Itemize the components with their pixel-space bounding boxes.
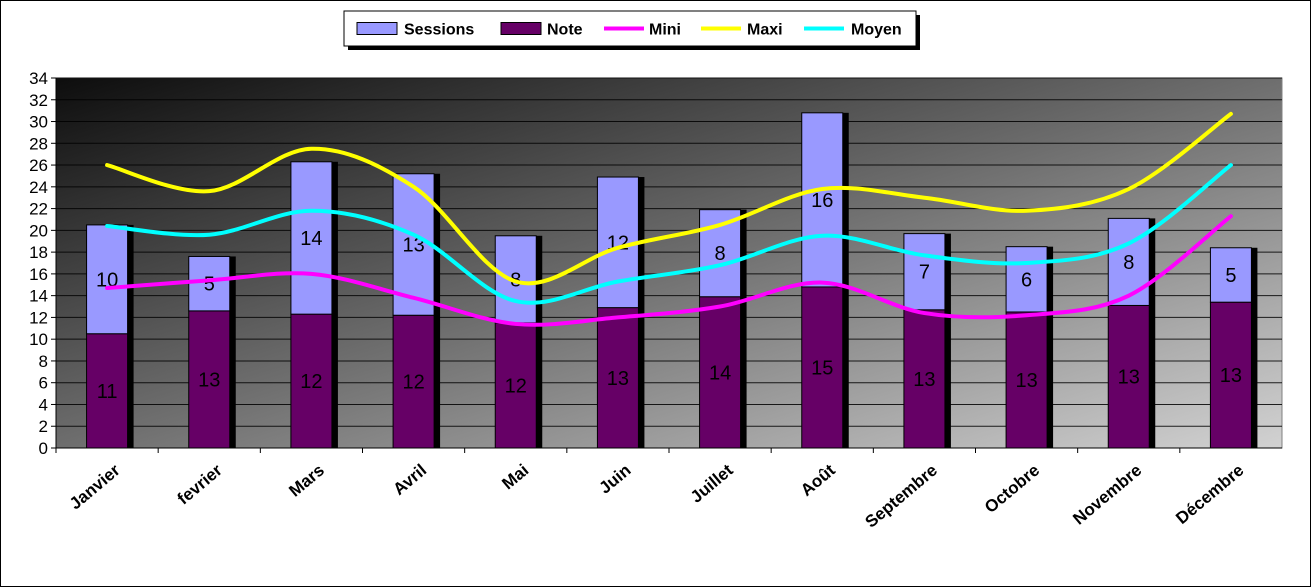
data-label-note: 13 bbox=[607, 368, 629, 390]
data-label-sessions: 5 bbox=[1225, 265, 1236, 287]
bar-note bbox=[699, 296, 742, 449]
data-label-sessions: 16 bbox=[811, 190, 833, 212]
bar-sessions bbox=[1107, 217, 1150, 306]
legend-label: Mini bbox=[649, 22, 681, 39]
y-tick-label: 18 bbox=[29, 243, 48, 262]
y-tick-label: 26 bbox=[29, 156, 48, 175]
data-label-sessions: 8 bbox=[715, 243, 726, 265]
data-label-note: 12 bbox=[402, 372, 424, 394]
x-tick-label: Avril bbox=[389, 461, 430, 499]
y-tick-label: 32 bbox=[29, 91, 48, 110]
y-tick-label: 24 bbox=[29, 178, 48, 197]
legend-label: Note bbox=[547, 22, 583, 39]
y-tick-label: 30 bbox=[29, 113, 48, 132]
data-label-note: 15 bbox=[811, 357, 833, 379]
bar-note bbox=[290, 313, 333, 449]
data-label-sessions: 7 bbox=[919, 262, 930, 284]
data-label-note: 13 bbox=[1220, 365, 1242, 387]
x-tick-label: Octobre bbox=[981, 461, 1043, 517]
y-tick-label: 12 bbox=[29, 308, 48, 327]
legend-label: Maxi bbox=[747, 22, 783, 39]
x-tick-label: Juillet bbox=[687, 460, 737, 506]
bar-note bbox=[494, 322, 537, 449]
bar-sessions bbox=[801, 112, 844, 288]
y-tick-label: 34 bbox=[29, 69, 48, 88]
data-label-note: 13 bbox=[1015, 370, 1037, 392]
data-label-note: 14 bbox=[709, 362, 731, 384]
x-tick-label: fevrier bbox=[174, 460, 226, 508]
data-label-note: 12 bbox=[300, 371, 322, 393]
y-tick-label: 8 bbox=[39, 352, 48, 371]
bar-note bbox=[392, 314, 435, 449]
bar-sessions bbox=[903, 233, 946, 311]
y-tick-label: 28 bbox=[29, 134, 48, 153]
x-tick-label: Septembre bbox=[861, 461, 941, 532]
line-moyen bbox=[105, 163, 1233, 305]
data-label-note: 11 bbox=[97, 381, 118, 403]
data-label-note: 12 bbox=[505, 375, 527, 397]
y-tick-label: 10 bbox=[29, 330, 48, 349]
data-label-note: 13 bbox=[913, 369, 935, 391]
y-tick-label: 6 bbox=[39, 374, 48, 393]
data-label-sessions: 6 bbox=[1021, 269, 1032, 291]
data-label-sessions: 14 bbox=[300, 228, 322, 250]
data-label-sessions: 5 bbox=[204, 274, 215, 296]
y-tick-label: 0 bbox=[39, 439, 48, 458]
y-tick-label: 22 bbox=[29, 200, 48, 219]
data-label-sessions: 8 bbox=[1123, 252, 1134, 274]
bar-note bbox=[801, 286, 844, 449]
data-label-note: 13 bbox=[1118, 367, 1140, 389]
x-tick-label: Août bbox=[797, 460, 839, 500]
legend-swatch bbox=[356, 22, 398, 35]
plot-area bbox=[55, 77, 1283, 449]
x-tick-label: Juin bbox=[595, 461, 634, 498]
bar-sessions bbox=[1209, 247, 1252, 303]
data-label-note: 13 bbox=[198, 369, 220, 391]
bar-note bbox=[596, 307, 639, 449]
bar-note bbox=[903, 309, 946, 449]
x-tick-label: Mars bbox=[285, 461, 328, 501]
y-tick-label: 16 bbox=[29, 265, 48, 284]
bar-note bbox=[1107, 304, 1150, 449]
data-label-sessions: 13 bbox=[402, 235, 424, 257]
x-tick-label: Décembre bbox=[1172, 461, 1247, 528]
legend-label: Moyen bbox=[851, 22, 902, 39]
bar-note bbox=[188, 310, 231, 449]
legend-label: Sessions bbox=[404, 22, 474, 39]
legend-swatch bbox=[500, 22, 542, 35]
bar-note bbox=[86, 333, 129, 449]
bar-sessions bbox=[290, 161, 333, 315]
line-maxi bbox=[105, 111, 1233, 286]
y-tick-label: 4 bbox=[39, 395, 48, 414]
y-tick-label: 14 bbox=[29, 287, 48, 306]
x-tick-label: Janvier bbox=[66, 460, 124, 513]
bar-sessions bbox=[1005, 246, 1048, 313]
line-mini bbox=[105, 214, 1233, 327]
x-tick-label: Novembre bbox=[1069, 461, 1145, 529]
bar-sessions bbox=[188, 255, 231, 312]
x-tick-label: Mai bbox=[498, 461, 532, 494]
y-tick-label: 20 bbox=[29, 221, 48, 240]
y-tick-label: 2 bbox=[39, 417, 48, 436]
bar-sessions bbox=[494, 235, 537, 324]
